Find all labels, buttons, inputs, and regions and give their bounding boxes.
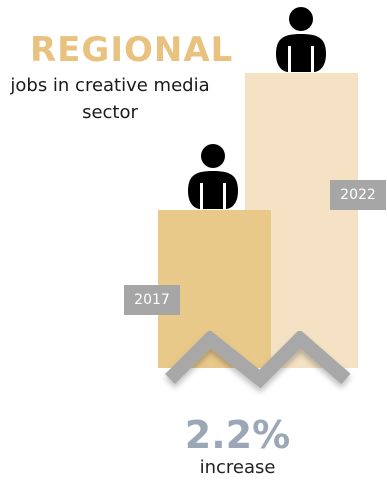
percent-change-value: 2.2% (184, 413, 291, 457)
chart-subtitle: jobs in creative media sector (4, 72, 216, 126)
double-up-chevron-icon (165, 329, 351, 389)
subtitle-line-2: sector (82, 102, 138, 123)
person-icon (276, 7, 326, 72)
subtitle-line-1: jobs in creative media (10, 75, 210, 96)
percent-change-caption: increase (199, 457, 276, 478)
chart-title: REGIONAL (30, 30, 234, 70)
category-label-2017: 2017 (124, 285, 180, 315)
person-icon (188, 144, 238, 209)
category-label-2022: 2022 (330, 180, 386, 210)
